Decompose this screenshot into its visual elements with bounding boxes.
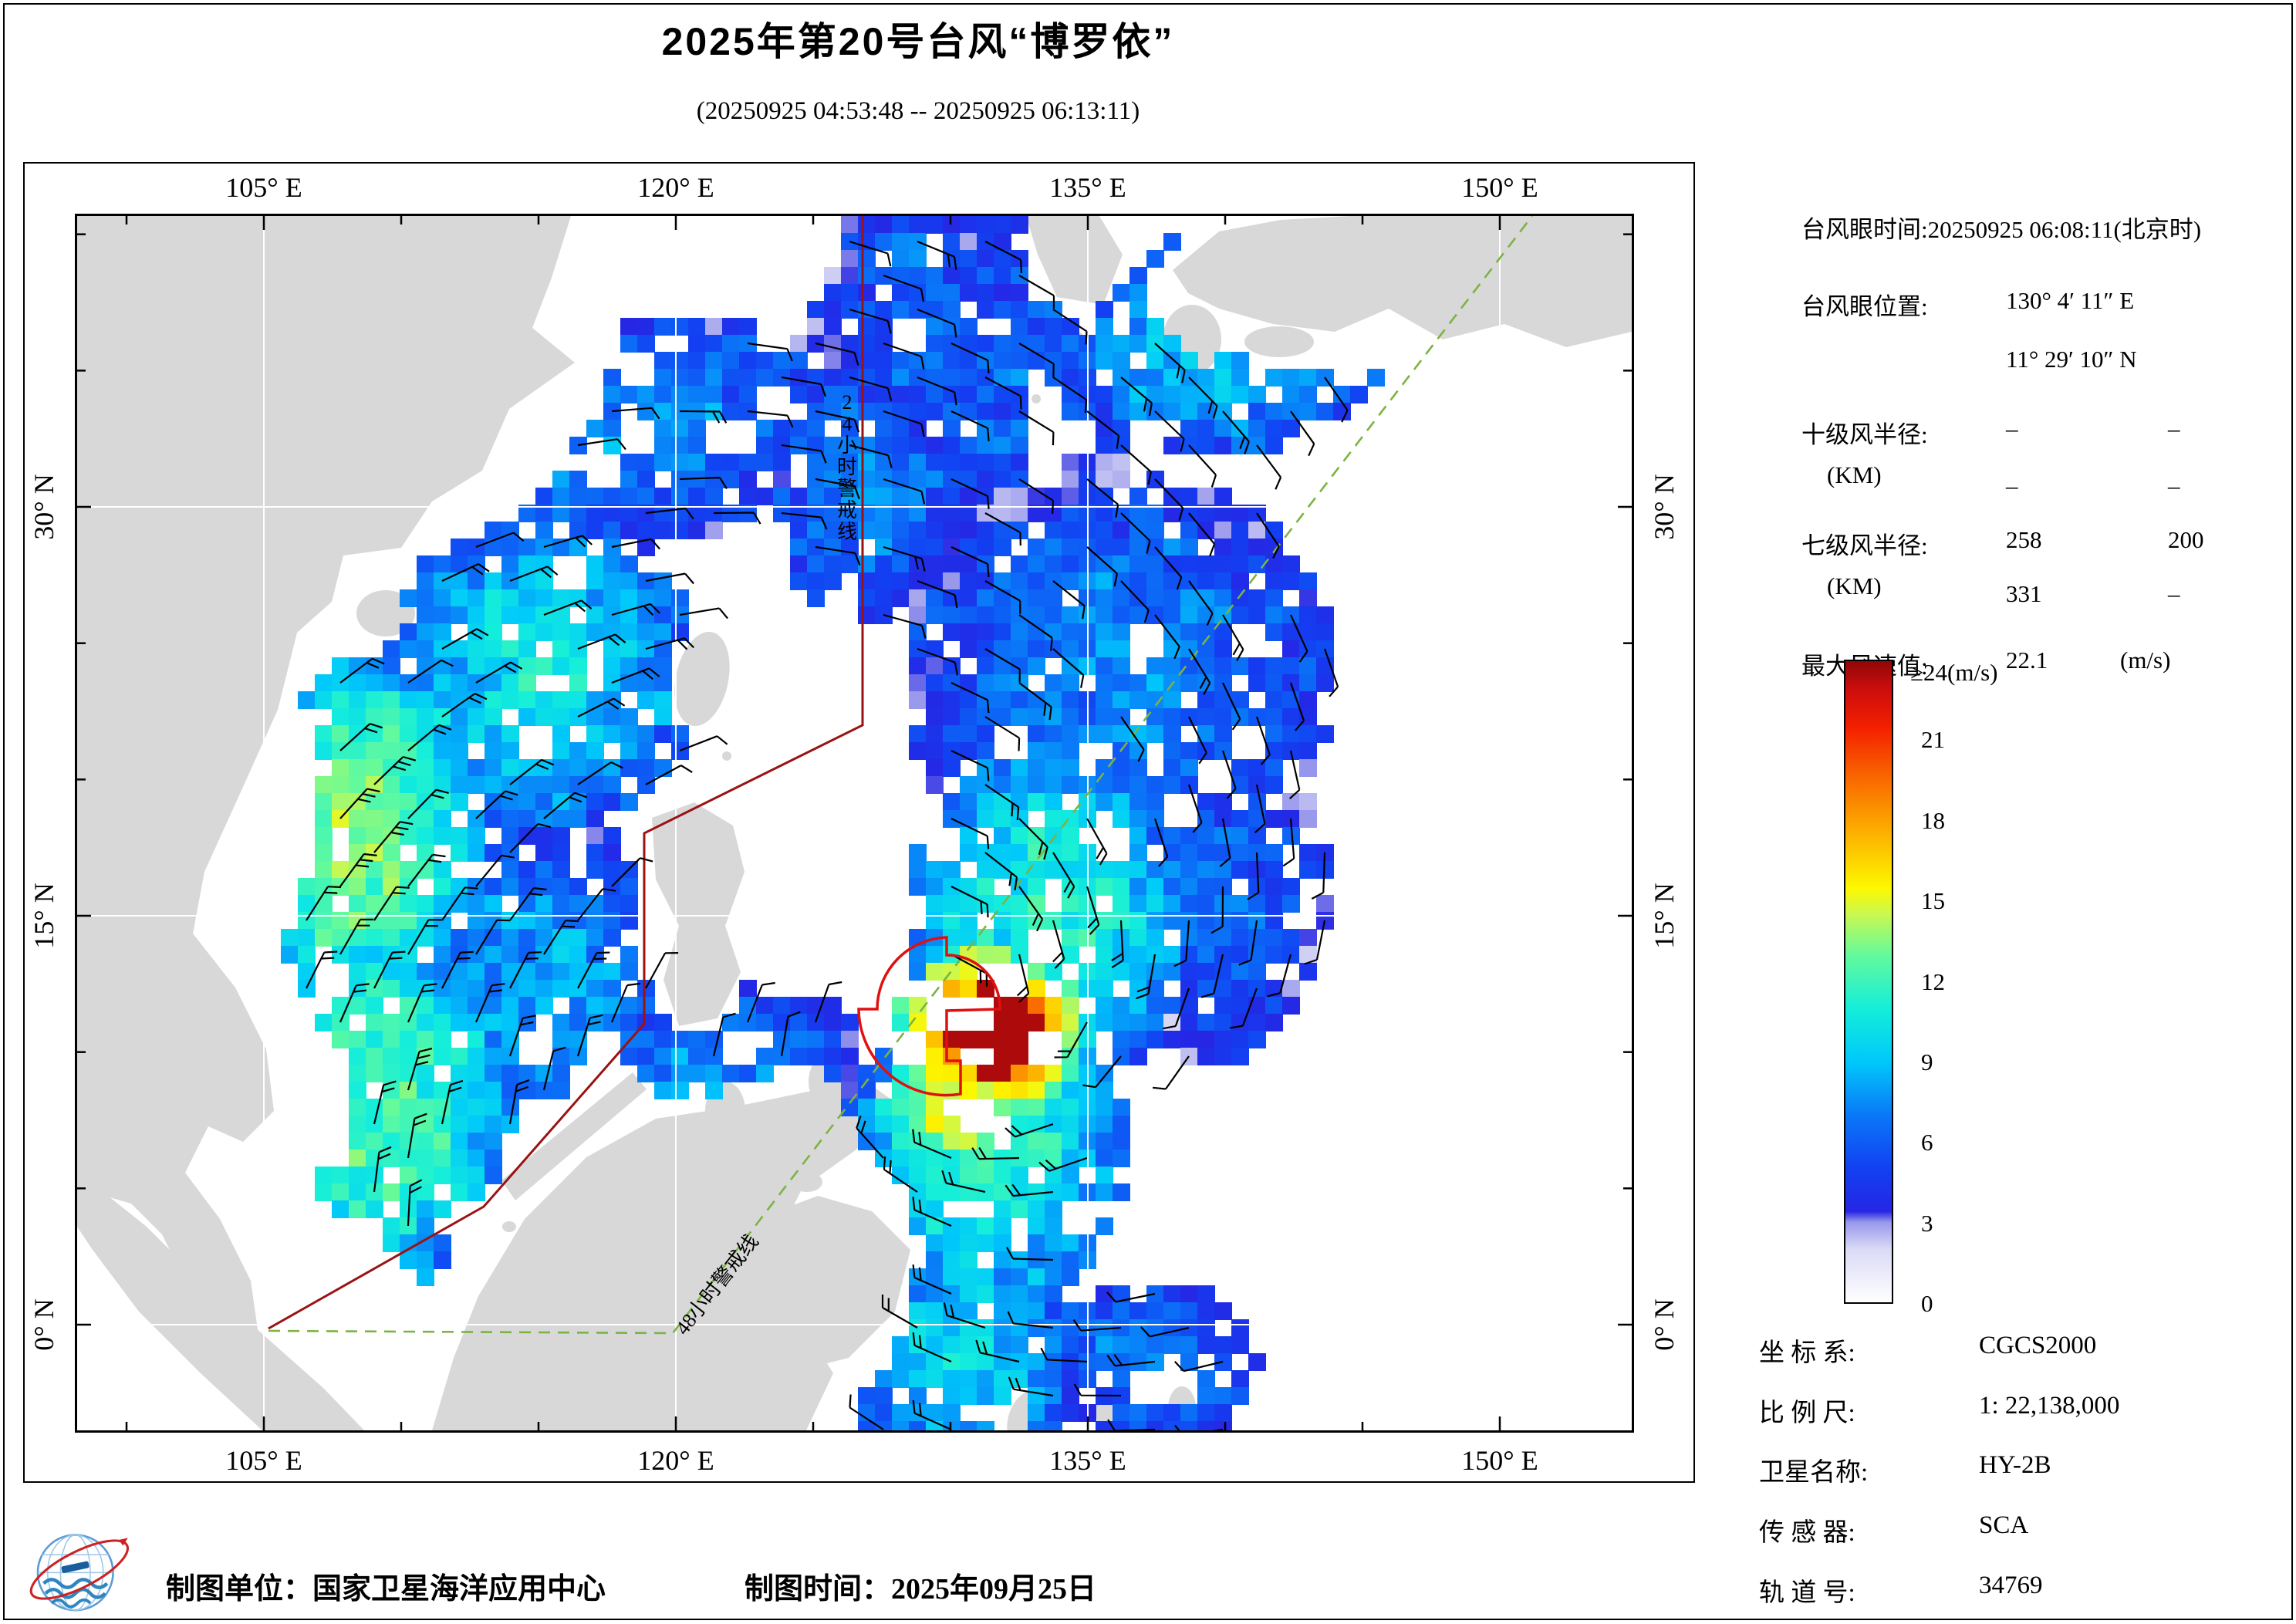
axis-label-left-0: 30° N: [29, 474, 59, 540]
axis-label-top-0: 105° E: [225, 172, 302, 203]
r10-value-0: –: [2006, 415, 2018, 442]
colorbar-tick-12: 12: [1921, 967, 1945, 995]
land-masses: [77, 216, 1632, 1430]
nsoas-logo: [22, 1526, 145, 1620]
colorbar-tick-18: 18: [1921, 806, 1945, 834]
axis-label-bottom-0: 105° E: [225, 1445, 302, 1476]
typhoon-wind-radius-symbol: [857, 936, 1001, 1097]
footer-time-value: 2025年09月25日: [891, 1573, 1097, 1605]
axis-label-bottom-2: 135° E: [1049, 1445, 1126, 1476]
colorbar-tick-6: 6: [1921, 1129, 1933, 1156]
eye-time-row: 台风眼时间:20250925 06:08:11(北京时): [1801, 210, 2201, 245]
colorbar-tick-0: 0: [1921, 1290, 1933, 1317]
radius10-label: 十级风半径:: [1801, 421, 1928, 448]
colorbar-tick-21: 21: [1921, 726, 1945, 754]
footer-time: 制图时间：2025年09月25日: [745, 1565, 1096, 1607]
r7-value-3: –: [2168, 580, 2180, 607]
meta-label-0: 坐 标 系:: [1759, 1339, 1855, 1367]
wind-barbs: [306, 240, 1349, 1430]
warning-24h-label-char: 4: [842, 413, 853, 435]
axis-label-top-1: 120° E: [637, 172, 714, 203]
max-wind-value: 22.1: [2006, 647, 2048, 674]
eye-time-value: 20250925 06:08:11(北京时): [1927, 216, 2202, 243]
axis-label-right-1: 15° N: [1649, 883, 1680, 949]
warning-24h-label-char: 警: [837, 478, 857, 500]
axis-label-right-0: 30° N: [1649, 474, 1680, 540]
typhoon-symbol: [857, 936, 1001, 1097]
max-wind-unit: (m/s): [2120, 647, 2171, 674]
graticule: [77, 216, 1632, 1430]
footer-time-label: 制图时间：: [745, 1573, 892, 1605]
radius7-label: 七级风半径:: [1801, 532, 1928, 559]
footer-org: 制图单位：国家卫星海洋应用中心: [166, 1565, 606, 1607]
r10-value-1: –: [2168, 415, 2180, 442]
r10-value-3: –: [2168, 472, 2180, 499]
eye-longitude-value: 130° 4′ 11″ E: [2006, 287, 2135, 314]
radius7-unit: (KM): [1827, 572, 1882, 599]
axis-label-bottom-3: 150° E: [1461, 1445, 1538, 1476]
r7-value-1: 200: [2168, 526, 2204, 553]
colorbar-gradient: [1844, 660, 1893, 1304]
meta-label-2: 卫星名称:: [1759, 1459, 1869, 1487]
page-border: [3, 3, 2293, 1620]
map-frame: 2 4 小时警戒线 48小时警戒线: [75, 214, 1634, 1433]
eye-time-label: 台风眼时间:: [1801, 216, 1928, 243]
map-outer-box: [23, 162, 1695, 1483]
page-title: 2025年第20号台风“博罗依”: [661, 20, 1175, 63]
meta-value-0: CGCS2000: [1979, 1332, 2097, 1359]
axis-label-left-1: 15° N: [29, 883, 59, 949]
eye-position-label: 台风眼位置:: [1801, 293, 1928, 320]
colorbar-tick-9: 9: [1921, 1048, 1933, 1075]
r7-value-2: 331: [2006, 580, 2042, 607]
warning-line-24h: [268, 216, 864, 1330]
page-subtitle: (20250925 04:53:48 -- 20250925 06:13:11): [696, 97, 1140, 125]
r7-value-0: 258: [2006, 526, 2042, 553]
colorbar-max-label: ≥24(m/s): [1910, 659, 1998, 686]
warning-24h-label-char: 2: [842, 391, 853, 414]
colorbar-tick-3: 3: [1921, 1209, 1933, 1237]
meta-label-3: 传 感 器:: [1759, 1519, 1855, 1547]
meta-value-4: 34769: [1979, 1572, 2043, 1599]
axis-label-left-2: 0° N: [29, 1298, 59, 1351]
footer-org-value: 国家卫星海洋应用中心: [312, 1573, 606, 1605]
meta-value-3: SCA: [1979, 1511, 2029, 1539]
warning-24h-label-char: 戒: [837, 499, 857, 522]
axis-label-top-3: 150° E: [1461, 172, 1538, 203]
axis-label-top-2: 135° E: [1049, 172, 1126, 203]
r10-value-2: –: [2006, 472, 2018, 499]
meta-value-2: HY-2B: [1979, 1451, 2051, 1479]
meta-label-1: 比 例 尺:: [1759, 1399, 1855, 1427]
footer-org-label: 制图单位：: [166, 1573, 313, 1605]
warning-24h-label-char: 线: [837, 521, 857, 543]
axis-ticks: [77, 216, 1632, 1430]
eye-latitude-value: 11° 29′ 10″ N: [2006, 346, 2137, 373]
colorbar-tick-15: 15: [1921, 887, 1945, 915]
warning-24h-label-char: 时: [837, 456, 857, 478]
meta-label-4: 轨 道 号:: [1759, 1579, 1855, 1607]
meta-value-1: 1: 22,138,000: [1979, 1392, 2120, 1420]
axis-label-right-2: 0° N: [1649, 1298, 1680, 1351]
wind-speed-cells: [281, 216, 1385, 1430]
axis-label-bottom-1: 120° E: [637, 1445, 714, 1476]
radius10-unit: (KM): [1827, 461, 1882, 488]
